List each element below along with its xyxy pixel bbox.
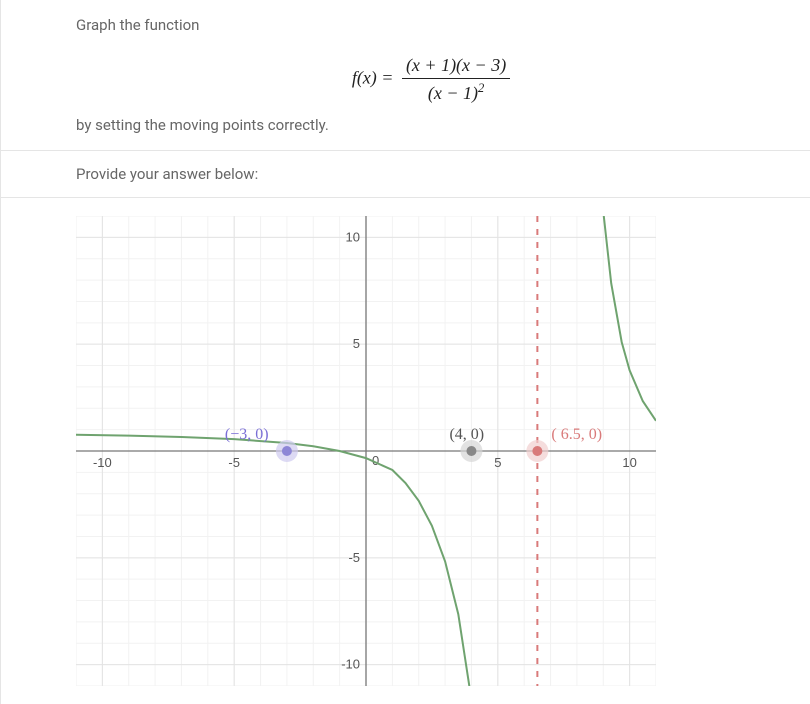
answer-label-section: Provide your answer below: [1, 151, 810, 198]
x-tick-label: 10 [622, 455, 636, 470]
question-section: Graph the function f(x) = (x + 1)(x − 3)… [1, 0, 810, 151]
y-tick-label: -10 [341, 657, 360, 672]
point-label: (4, 0) [449, 426, 484, 443]
point-label: ( 6.5, 0) [551, 426, 602, 443]
point-label: (−3, 0) [225, 426, 269, 443]
x-tick-label: -5 [228, 455, 240, 470]
point-gray[interactable]: (4, 0) [449, 426, 484, 462]
y-tick-label: 5 [353, 336, 360, 351]
formula-lhs: f(x) = [352, 67, 394, 87]
y-tick-label: 10 [346, 229, 360, 244]
x-tick-label: 5 [494, 455, 501, 470]
y-tick-label: -5 [348, 550, 360, 565]
x-tick-label: -10 [93, 455, 112, 470]
prompt-line-1: Graph the function [76, 14, 790, 37]
formula: f(x) = (x + 1)(x − 3) (x − 1)2 [76, 37, 790, 114]
answer-label: Provide your answer below: [76, 165, 790, 183]
formula-numerator: (x + 1)(x − 3) [402, 55, 510, 79]
prompt-line-2: by setting the moving points correctly. [76, 114, 790, 137]
formula-denominator: (x − 1)2 [402, 79, 510, 104]
point-red[interactable]: ( 6.5, 0) [526, 426, 602, 462]
function-graph[interactable]: -10-5510-10-55100(−3, 0)(4, 0)( 6.5, 0) [76, 216, 656, 686]
chart-area: -10-5510-10-55100(−3, 0)(4, 0)( 6.5, 0) [1, 198, 810, 704]
